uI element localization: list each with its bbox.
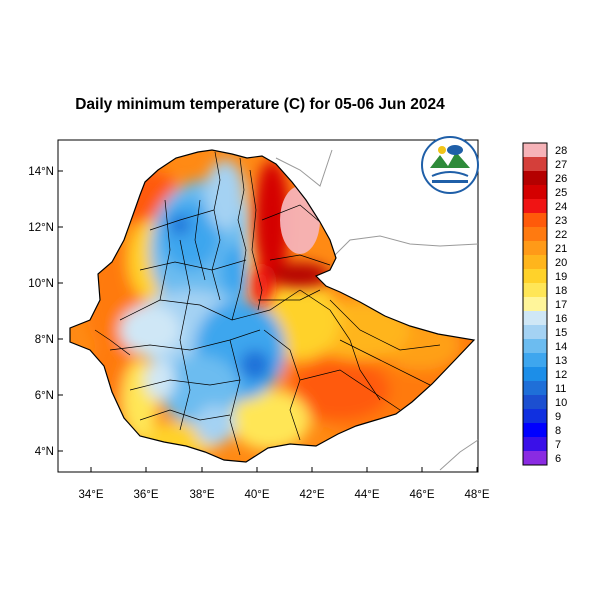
colorbar-swatch	[523, 437, 547, 452]
colorbar-label: 9	[555, 411, 561, 423]
colorbar-label: 24	[555, 201, 567, 213]
colorbar-swatch	[523, 311, 547, 326]
colorbar-label: 22	[555, 229, 567, 241]
colorbar-label: 6	[555, 453, 561, 465]
lon-tick-label: 44°E	[354, 489, 379, 501]
colorbar-label: 13	[555, 355, 567, 367]
colorbar-swatch	[523, 297, 547, 312]
colorbar-label: 15	[555, 327, 567, 339]
colorbar-label: 14	[555, 341, 567, 353]
colorbar-swatch	[523, 283, 547, 298]
lon-tick-label: 48°E	[464, 489, 489, 501]
colorbar-label: 28	[555, 145, 567, 157]
colorbar-label: 27	[555, 159, 567, 171]
lon-tick-label: 36°E	[133, 489, 158, 501]
colorbar-label: 17	[555, 299, 567, 311]
lat-tick-label: 14°N	[28, 166, 54, 178]
colorbar-frame	[522, 142, 548, 466]
colorbar-swatch	[523, 381, 547, 396]
colorbar-swatch	[523, 451, 547, 466]
colorbar-label: 10	[555, 397, 567, 409]
lat-tick-label: 10°N	[28, 278, 54, 290]
colorbar-labels: 28 27 26 25 24 23 22 21 20 19 18 17 16 15 14 13 12 11 10 9 8…	[555, 145, 567, 465]
lon-tick-label: 34°E	[78, 489, 103, 501]
colorbar-label: 11	[555, 383, 566, 395]
colorbar-label: 16	[555, 313, 567, 325]
colorbar-swatch	[523, 213, 547, 228]
colorbar-label: 18	[555, 285, 567, 297]
map-title: Daily minimum temperature (C) for 05-06 …	[75, 96, 445, 113]
colorbar-swatch	[523, 353, 547, 368]
colorbar-swatch	[523, 255, 547, 270]
colorbar-swatch	[523, 143, 547, 158]
lon-tick-label: 42°E	[299, 489, 324, 501]
lat-tick-label: 12°N	[28, 222, 54, 234]
lon-tick-label: 46°E	[409, 489, 434, 501]
colorbar-swatch	[523, 185, 547, 200]
colorbar-swatch	[523, 423, 547, 438]
colorbar-label: 21	[555, 243, 567, 255]
coastline	[275, 149, 479, 471]
lon-axis-labels: 34°E 36°E 38°E 40°E 42°E 44°E 46°E 48°E	[78, 489, 489, 501]
colorbar-label: 20	[555, 257, 567, 269]
colorbar-swatch	[523, 171, 547, 186]
lat-tick-label: 4°N	[35, 446, 54, 458]
country-border	[69, 149, 476, 463]
colorbar-swatch	[523, 199, 547, 214]
colorbar-label: 26	[555, 173, 567, 185]
colorbar-swatch	[523, 269, 547, 284]
colorbar-label: 25	[555, 187, 567, 199]
colorbar-swatch	[523, 339, 547, 354]
admin-boundaries	[94, 151, 441, 456]
lon-tick-label: 38°E	[189, 489, 214, 501]
colorbar-label: 12	[555, 369, 567, 381]
lat-axis-labels: 14°N 12°N 10°N 8°N 6°N 4°N	[28, 166, 54, 458]
colorbar-label: 7	[555, 439, 561, 451]
colorbar	[522, 142, 548, 466]
lon-tick-label: 40°E	[244, 489, 269, 501]
lat-tick-label: 6°N	[35, 390, 54, 402]
colorbar-swatch	[523, 227, 547, 242]
institute-logo	[421, 136, 479, 194]
colorbar-label: 19	[555, 271, 567, 283]
colorbar-swatch	[523, 325, 547, 340]
colorbar-swatch	[523, 241, 547, 256]
colorbar-swatch	[523, 395, 547, 410]
axis-ticks	[58, 170, 478, 472]
colorbar-swatch	[523, 409, 547, 424]
colorbar-swatch	[523, 157, 547, 172]
colorbar-swatch	[523, 367, 547, 382]
colorbar-label: 8	[555, 425, 561, 437]
colorbar-label: 23	[555, 215, 567, 227]
lat-tick-label: 8°N	[35, 334, 54, 346]
